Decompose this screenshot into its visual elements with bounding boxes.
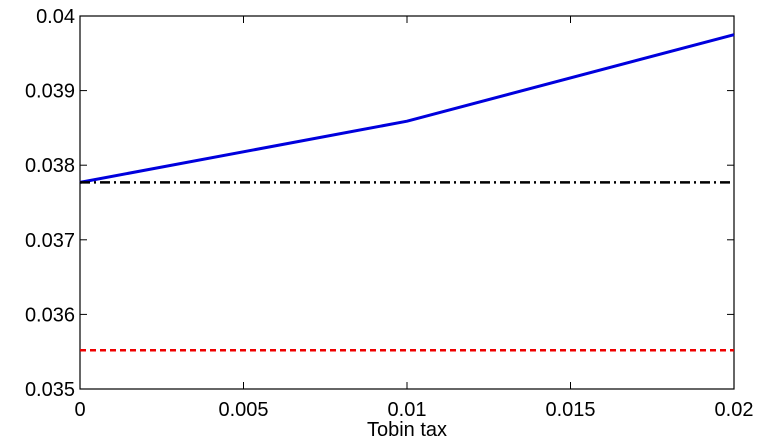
y-tick-label: 0.04	[36, 6, 75, 28]
x-tick-label: 0	[74, 399, 85, 421]
x-tick-label: 0.015	[545, 399, 595, 421]
y-tick-label: 0.037	[25, 230, 75, 252]
plot-area: 0 0.005 0.01 0.015 0.02 0.035 0.036 0.037 0.038 0…	[25, 6, 754, 421]
y-tick-label: 0.038	[25, 155, 75, 177]
y-tick-label: 0.039	[25, 81, 75, 103]
x-tick-label: 0.01	[388, 399, 427, 421]
x-tick-label: 0.02	[715, 399, 754, 421]
x-axis-label: Tobin tax	[367, 419, 447, 441]
plot-frame	[79, 15, 735, 390]
series-line-1-solid	[79, 33, 735, 184]
x-tick-label: 0.005	[218, 399, 268, 421]
y-tick-label: 0.036	[25, 304, 75, 326]
y-tick-label: 0.035	[25, 379, 75, 401]
